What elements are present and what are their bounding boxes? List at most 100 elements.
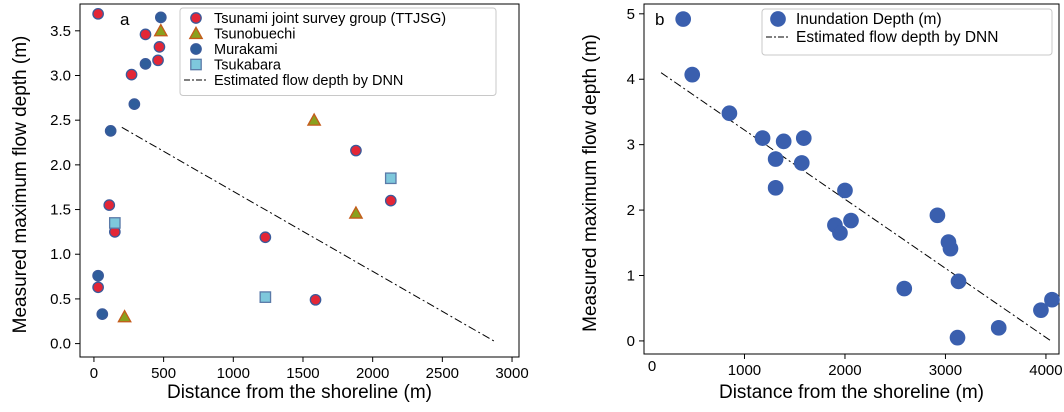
b-legend-entry-label: Inundation Depth (m) <box>796 11 942 28</box>
b-panel-label: b <box>655 10 664 29</box>
b-ytick-label: 5 <box>627 6 635 23</box>
a-plot-frame <box>79 3 520 358</box>
a-ytick-label: 1.5 <box>50 202 71 219</box>
a-point-murakami <box>154 11 167 24</box>
a-ytick-label: 3.0 <box>50 67 71 84</box>
a-dnn-estimate-line <box>121 126 496 343</box>
b-x-axis-label: Distance from the shoreline (m) <box>719 382 984 403</box>
a-ytick-label: 0.5 <box>50 291 71 308</box>
a-xtick-label: 2000 <box>356 365 389 382</box>
a-x-axis-label: Distance from the shoreline (m) <box>167 382 432 403</box>
a-point-tsunobuechi <box>306 112 322 126</box>
b-legend-entry-label: Estimated flow depth by DNN <box>796 29 998 46</box>
a-xtick-label: 1000 <box>217 365 250 382</box>
a-ytick-label: 3.5 <box>50 23 71 40</box>
a-point-murakami <box>128 98 141 110</box>
b-point-inundation-depth-m <box>949 329 966 346</box>
b-point-inundation-depth-m <box>767 179 784 196</box>
a-point-tsunobuechi <box>153 23 169 37</box>
a-legend-marker-tsunobuechi <box>188 25 204 40</box>
b-point-inundation-depth-m <box>675 11 692 27</box>
b-ytick-label: 3 <box>627 137 635 154</box>
a-point-tsunami-joint-survey-group-ttjsg <box>384 194 397 207</box>
a-point-murakami <box>104 125 117 137</box>
b-point-inundation-depth-m <box>795 130 812 146</box>
a-panel-label: a <box>120 10 130 29</box>
b-legend-box <box>761 8 1053 56</box>
a-legend: Tsunami joint survey group (TTJSG)Tsunob… <box>179 7 497 96</box>
b-ytick-label: 0 <box>627 333 635 350</box>
a-xtick-label: 500 <box>151 365 176 382</box>
b-point-inundation-depth-m <box>832 225 848 241</box>
a-legend-marker-tsukabara <box>190 58 202 71</box>
b-point-inundation-depth-m <box>775 133 792 150</box>
a-point-tsunami-joint-survey-group-ttjsg <box>153 41 166 53</box>
a-point-tsunami-joint-survey-group-ttjsg <box>103 199 116 211</box>
b-xtick-label: 1000 <box>728 362 761 379</box>
a-point-tsukabara <box>384 172 397 185</box>
b-point-inundation-depth-m <box>754 130 771 146</box>
a-point-tsunobuechi <box>117 309 132 323</box>
b-y-axis-label: Measured maximum flow depth (m) <box>580 34 601 332</box>
b-point-inundation-depth-m <box>793 155 810 171</box>
b-point-inundation-depth-m <box>1033 302 1049 319</box>
a-legend-entry-label: Tsunobuechi <box>214 27 295 43</box>
a-xtick-label: 3000 <box>495 365 528 382</box>
a-point-tsunami-joint-survey-group-ttjsg <box>350 144 362 157</box>
b-point-inundation-depth-m <box>684 66 701 83</box>
a-point-tsunami-joint-survey-group-ttjsg <box>139 28 152 41</box>
a-point-murakami <box>92 269 104 282</box>
a-ytick-label: 2.5 <box>50 112 71 129</box>
b-point-inundation-depth-m <box>1044 291 1060 308</box>
a-point-tsukabara <box>259 291 272 303</box>
b-ytick-label: 1 <box>627 267 635 284</box>
a-y-axis-label: Measured maximum flow depth (m) <box>10 36 31 334</box>
a-point-tsunobuechi <box>348 205 364 219</box>
a-legend-marker-murakami <box>190 43 202 55</box>
b-point-inundation-depth-m <box>721 105 738 122</box>
a-legend-entry-label: Tsunami joint survey group (TTJSG) <box>214 11 446 27</box>
a-legend-entry-label: Murakami <box>214 42 278 58</box>
a-point-tsunami-joint-survey-group-ttjsg <box>125 68 138 81</box>
panel-a: 0 500 1000 1500 2000 2500 3000 0.0 0.5 1.0 1.5 2.0 2… <box>10 3 529 403</box>
b-plot-frame <box>643 3 1060 355</box>
b-point-inundation-depth-m <box>950 273 967 290</box>
b-point-inundation-depth-m <box>843 212 859 229</box>
a-xtick-label: 2500 <box>426 365 459 382</box>
b-point-inundation-depth-m <box>767 151 784 167</box>
a-ytick-label: 0.0 <box>50 336 71 353</box>
panel-b: 1000 2000 3000 4000 0 1 2 3 4 5 0 Distance from the… <box>580 3 1063 403</box>
a-point-tsunami-joint-survey-group-ttjsg <box>309 293 322 306</box>
a-xtick-label: 0 <box>90 365 98 382</box>
a-point-tsunami-joint-survey-group-ttjsg <box>92 7 104 20</box>
b-point-inundation-depth-m <box>896 280 913 297</box>
a-point-murakami <box>96 308 109 320</box>
b-point-inundation-depth-m <box>942 240 959 257</box>
a-point-tsunami-joint-survey-group-ttjsg <box>259 231 272 244</box>
b-ytick-label: 2 <box>627 202 635 219</box>
b-dnn-estimate-line <box>660 72 1052 342</box>
b-xtick-label: 4000 <box>1029 362 1062 379</box>
b-extra-tick-label: 0 <box>648 358 656 375</box>
a-ytick-label: 1.0 <box>50 246 71 263</box>
a-legend-box <box>179 7 497 96</box>
b-xtick-label: 2000 <box>828 362 861 379</box>
a-point-tsunami-joint-survey-group-ttjsg <box>152 54 164 67</box>
b-legend: Inundation Depth (m)Estimated flow depth… <box>761 8 1053 56</box>
b-point-inundation-depth-m <box>990 319 1007 336</box>
a-ytick-label: 2.0 <box>50 157 71 174</box>
a-point-murakami <box>139 58 152 70</box>
b-ytick-label: 4 <box>627 71 635 88</box>
a-legend-marker-tsunami-joint-survey-group-ttjsg <box>190 12 202 24</box>
b-xtick-label: 3000 <box>929 362 962 379</box>
b-point-inundation-depth-m <box>837 182 853 199</box>
a-legend-entry-label: Estimated flow depth by DNN <box>214 73 403 89</box>
b-legend-marker-inundation-depth-m <box>770 11 786 27</box>
a-xtick-label: 1500 <box>286 365 319 382</box>
a-legend-entry-label: Tsukabara <box>214 58 282 74</box>
b-point-inundation-depth-m <box>929 207 946 224</box>
a-point-tsunami-joint-survey-group-ttjsg <box>92 281 104 294</box>
a-point-tsukabara <box>108 217 121 229</box>
